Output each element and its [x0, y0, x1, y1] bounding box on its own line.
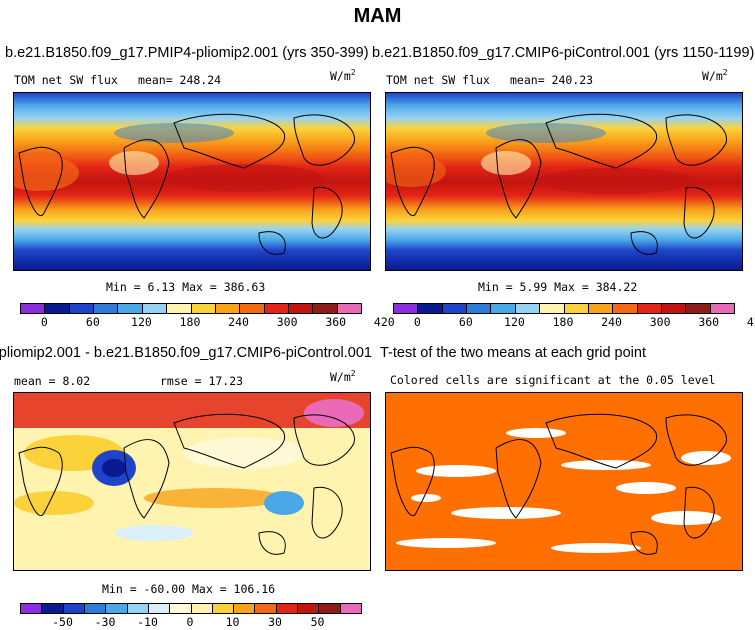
colorbar-swatch — [42, 604, 64, 613]
colorbar-tick-label: 60 — [458, 315, 473, 329]
colorbar-swatch — [394, 304, 419, 313]
colorbar-tick-label: 120 — [504, 315, 525, 329]
panel1-title: b.e21.B1850.f09_g17.PMIP4-pliomip2.001 (… — [5, 45, 369, 61]
colorbar-swatch — [21, 604, 43, 613]
panel3-mean-label: mean = 8.02 — [14, 374, 91, 388]
colorbar-tick-label: 240 — [601, 315, 622, 329]
colorbar-swatch — [94, 304, 119, 313]
colorbar-swatch — [191, 604, 213, 613]
colorbar-tick-label: 240 — [228, 315, 249, 329]
colorbar-swatch — [613, 304, 638, 313]
panel3-rmse-label: rmse = 17.23 — [160, 374, 244, 388]
colorbar-swatch — [661, 304, 687, 313]
colorbar-swatch — [142, 304, 168, 313]
colorbar-swatch — [418, 304, 443, 313]
colorbar-tick-label: 420 — [373, 315, 395, 329]
panel4-subtitle: Colored cells are significant at the 0.0… — [390, 373, 716, 387]
colorbar-tick-label: 60 — [85, 315, 100, 329]
panel4-map — [385, 392, 743, 571]
colorbar-tick-label: 30 — [268, 615, 282, 629]
colorbar-swatch — [84, 604, 107, 613]
panel2-map — [385, 92, 743, 271]
panel1-map — [13, 92, 371, 271]
colorbar-tick-label: 300 — [276, 315, 298, 329]
colorbar-swatch — [212, 604, 235, 613]
colorbar-swatch — [337, 304, 362, 313]
colorbar-swatch — [637, 304, 662, 313]
colorbar-swatch — [118, 304, 143, 313]
colorbar-tick-label: -30 — [94, 615, 116, 629]
colorbar-swatch — [340, 604, 361, 613]
colorbar-swatch — [45, 304, 70, 313]
colorbar-swatch — [69, 304, 95, 313]
panel3-minmax: Min = -60.00 Max = 106.16 — [102, 582, 276, 596]
colorbar-swatch — [442, 304, 468, 313]
panel2-title: b.e21.B1850.f09_g17.CMIP6-piControl.001 … — [372, 45, 755, 61]
colorbar-tick-label: 180 — [552, 315, 574, 329]
colorbar-swatch — [191, 304, 216, 313]
page-title: MAM — [353, 5, 402, 27]
colorbar-swatch — [167, 304, 192, 313]
colorbar-tick-label: 120 — [131, 315, 152, 329]
colorbar-swatch — [63, 604, 85, 613]
colorbar-tick-label: 420 — [746, 315, 755, 329]
panel2-colorbar — [393, 303, 735, 314]
colorbar-swatch — [515, 304, 541, 313]
colorbar-swatch — [234, 604, 256, 613]
panel4-title: T-test of the two means at each grid poi… — [380, 345, 646, 361]
panel3-title: b.e21.B1850.f09_g17.PMIP4-pliomip2.001 -… — [0, 345, 372, 361]
colorbar-tick-label: -50 — [52, 615, 73, 629]
colorbar-swatch — [148, 604, 171, 613]
colorbar-tick-label: 0 — [40, 315, 48, 329]
colorbar-swatch — [255, 604, 277, 613]
panel3-units: W/m2 — [330, 369, 356, 384]
panel1-colorbar — [20, 303, 362, 314]
colorbar-tick-label: 0 — [186, 615, 194, 629]
panel1-units: W/m2 — [330, 68, 356, 83]
panel2-mean-label: mean= 240.23 — [510, 73, 594, 87]
colorbar-tick-label: 10 — [225, 615, 240, 629]
panel2-colorbar-ticks: 0 60 120 180 240 300 360 420 — [393, 315, 755, 329]
colorbar-swatch — [491, 304, 516, 313]
colorbar-tick-label: 360 — [325, 315, 347, 329]
panel4-title-clip: T-test of the two means at each grid poi… — [372, 345, 755, 367]
colorbar-swatch — [710, 304, 735, 313]
colorbar-tick-label: 360 — [698, 315, 720, 329]
colorbar-swatch — [686, 304, 711, 313]
colorbar-tick-label: 0 — [413, 315, 421, 329]
colorbar-swatch — [276, 604, 299, 613]
colorbar-tick-label: 300 — [649, 315, 671, 329]
panel3-colorbar-ticks: -50 -30 -10 0 10 30 50 — [20, 615, 360, 629]
colorbar-tick-label: 180 — [179, 315, 201, 329]
panel2-units: W/m2 — [702, 68, 728, 83]
panel3-colorbar — [20, 603, 362, 614]
panel3-title-clip: b.e21.B1850.f09_g17.PMIP4-pliomip2.001 -… — [0, 345, 372, 367]
colorbar-swatch — [21, 304, 46, 313]
panel1-colorbar-ticks: 0 60 120 180 240 300 360 420 — [20, 315, 395, 329]
colorbar-swatch — [313, 304, 338, 313]
colorbar-swatch — [215, 304, 241, 313]
colorbar-swatch — [288, 304, 314, 313]
panel2-minmax: Min = 5.99 Max = 384.22 — [478, 280, 638, 294]
colorbar-tick-label: -10 — [137, 615, 158, 629]
colorbar-swatch — [298, 604, 320, 613]
panel3-map — [13, 392, 371, 571]
panel2-variable-label: TOM net SW flux — [386, 73, 490, 87]
colorbar-swatch — [588, 304, 614, 313]
colorbar-swatch — [564, 304, 589, 313]
colorbar-swatch — [240, 304, 265, 313]
panel1-mean-label: mean= 248.24 — [138, 73, 222, 87]
colorbar-swatch — [467, 304, 492, 313]
colorbar-swatch — [127, 604, 149, 613]
colorbar-swatch — [106, 604, 128, 613]
colorbar-swatch — [540, 304, 565, 313]
colorbar-swatch — [170, 604, 192, 613]
colorbar-tick-label: 50 — [310, 615, 325, 629]
colorbar-swatch — [264, 304, 289, 313]
colorbar-swatch — [319, 604, 341, 613]
panel1-variable-label: TOM net SW flux — [14, 73, 118, 87]
panel1-minmax: Min = 6.13 Max = 386.63 — [106, 280, 266, 294]
